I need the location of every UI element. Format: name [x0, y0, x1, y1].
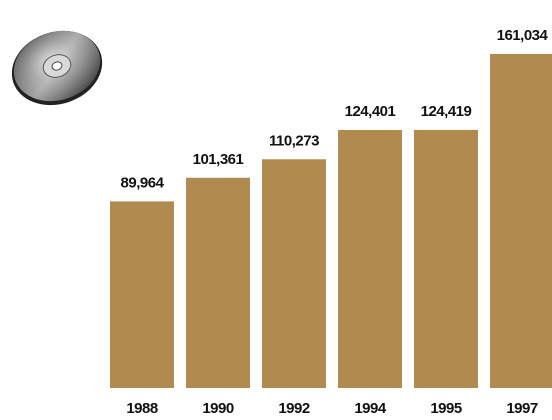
bar-1997	[490, 54, 552, 388]
bar-1988	[110, 201, 174, 388]
value-label-1994: 124,401	[345, 103, 396, 120]
value-label-1997: 161,034	[497, 27, 549, 44]
value-label-1990: 101,361	[193, 151, 244, 168]
category-label-1994: 1994	[354, 400, 387, 417]
value-label-1995: 124,419	[421, 103, 472, 120]
bars-group	[110, 54, 552, 388]
bar-1994	[338, 130, 402, 388]
bar-1990	[186, 178, 250, 388]
bar-1992	[262, 159, 326, 388]
bar-1995	[414, 130, 478, 388]
category-label-1997: 1997	[506, 400, 538, 417]
value-labels-group: 89,964 101,361 110,273 124,401 124,419 161,03…	[121, 27, 549, 191]
category-label-1995: 1995	[430, 400, 462, 417]
value-label-1992: 110,273	[269, 132, 319, 149]
category-label-1990: 1990	[202, 400, 234, 417]
category-label-1992: 1992	[278, 400, 310, 417]
category-labels-group: 1988 1990 1992 1994 1995 1997	[126, 400, 538, 417]
category-label-1988: 1988	[126, 400, 158, 417]
value-label-1988: 89,964	[121, 174, 165, 191]
compact-disc-icon	[2, 20, 112, 117]
